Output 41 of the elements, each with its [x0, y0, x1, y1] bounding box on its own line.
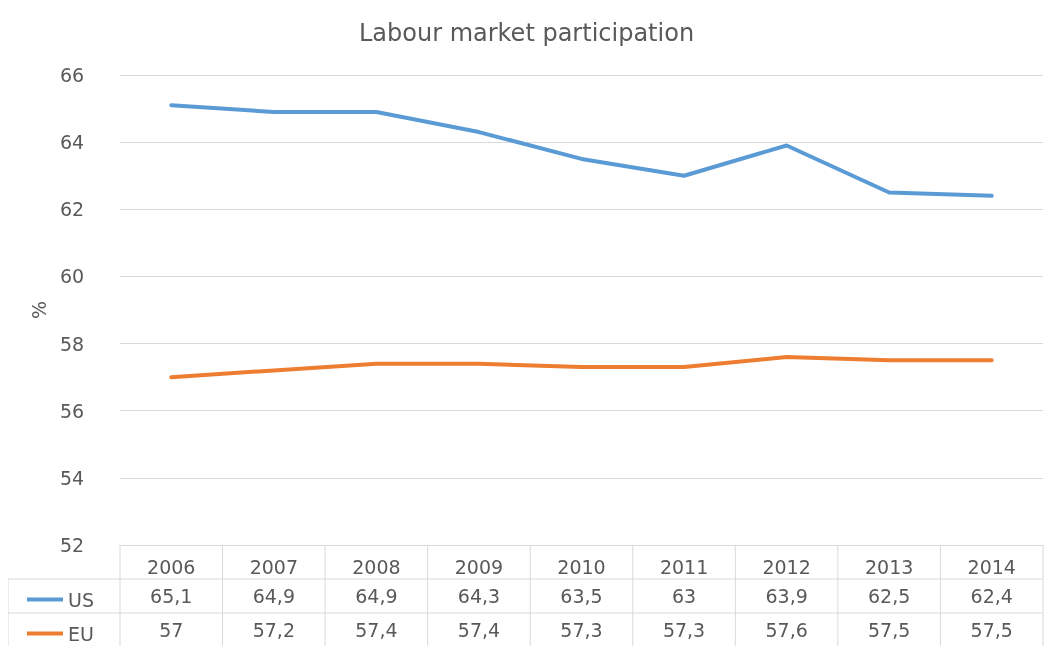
- x-tick-label: 2007: [249, 555, 299, 578]
- data-label: 57,5: [868, 619, 911, 641]
- y-tick-label: 62: [60, 198, 85, 221]
- data-label: 65,1: [150, 585, 193, 607]
- data-label: 57,4: [355, 619, 398, 641]
- data-label: 57,2: [252, 619, 295, 641]
- data-label: 57,4: [457, 619, 501, 641]
- data-label: 57,3: [662, 619, 706, 641]
- x-tick-label: 2011: [659, 555, 709, 578]
- y-tick-label: 66: [60, 64, 85, 86]
- data-label: 63,5: [560, 585, 603, 607]
- y-tick-label: 56: [60, 399, 85, 422]
- y-tick-label: 64: [60, 131, 85, 154]
- x-tick-label: 2010: [557, 555, 606, 578]
- data-label: 64,3: [457, 585, 501, 607]
- y-tick-label: 58: [60, 332, 85, 355]
- data-label: 63,9: [765, 585, 808, 607]
- data-label: 57,5: [970, 619, 1013, 641]
- x-tick-label: 2012: [762, 555, 811, 578]
- line-series: [169, 355, 994, 380]
- y-tick-label: 60: [60, 265, 85, 288]
- data-label: 64,9: [252, 585, 295, 607]
- x-tick-label: 2013: [864, 555, 914, 578]
- y-tick-label: 52: [60, 534, 85, 556]
- data-label: 57,3: [560, 619, 603, 641]
- legend-label: US: [68, 588, 94, 611]
- legend-label: EU: [68, 622, 94, 645]
- data-label: 62,5: [868, 585, 911, 607]
- data-label: 57: [159, 619, 184, 641]
- y-tick-label: 54: [60, 466, 85, 489]
- x-tick-label: 2006: [147, 555, 196, 578]
- data-label: 57,6: [765, 619, 808, 641]
- data-label: 62,4: [970, 585, 1013, 607]
- line-series: [169, 103, 994, 198]
- data-label: 64,9: [355, 585, 398, 607]
- x-tick-label: 2008: [352, 555, 401, 578]
- chart-title: Labour market participation: [358, 19, 695, 47]
- x-tick-label: 2009: [454, 555, 504, 578]
- x-tick-label: 2014: [967, 555, 1016, 578]
- y-axis-title: %: [27, 300, 50, 320]
- data-label: 63: [671, 585, 697, 607]
